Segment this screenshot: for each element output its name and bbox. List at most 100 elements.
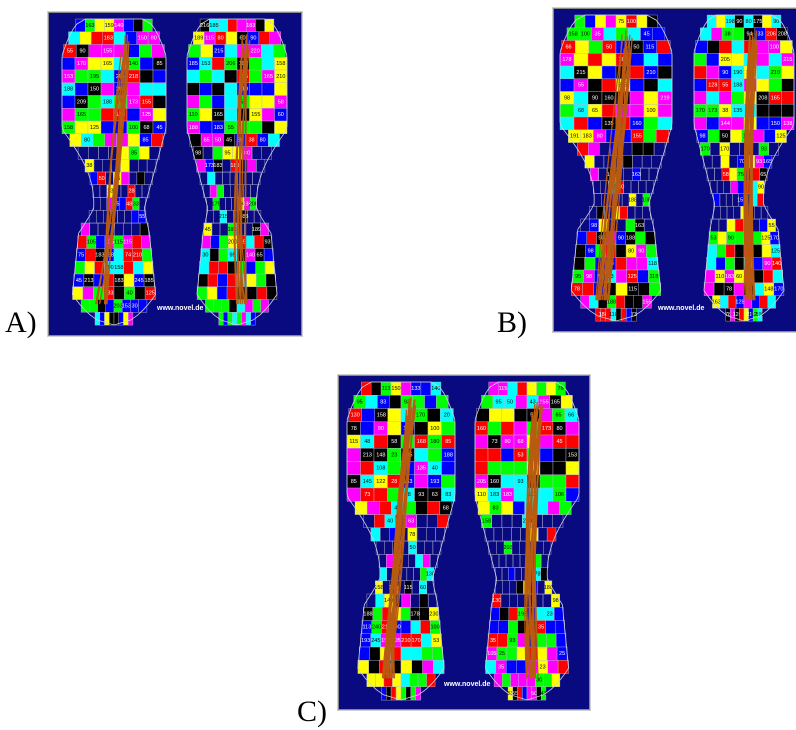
sensor-cell xyxy=(411,580,420,595)
sensor-cell xyxy=(706,14,717,29)
sensor-cell xyxy=(517,381,528,396)
sensor-cell xyxy=(730,129,742,143)
sensor-cell xyxy=(716,14,726,29)
sensor-value: 78 xyxy=(351,426,357,432)
sensor-cell xyxy=(87,108,102,122)
sensor-value: 218 xyxy=(129,74,138,80)
sensor-value: 125 xyxy=(90,125,99,131)
sensor-cell xyxy=(594,155,605,169)
sensor-value: 108 xyxy=(376,466,385,472)
sensor-value: 153 xyxy=(201,61,210,67)
sensor-cell xyxy=(723,180,731,194)
sensor-cell xyxy=(538,527,548,542)
sensor-cell xyxy=(424,540,434,555)
sensor-cell xyxy=(89,222,99,237)
sensor-value: 115 xyxy=(114,240,123,246)
sensor-value: 33 xyxy=(133,201,139,207)
sensor-cell xyxy=(92,184,101,198)
trajectory-line xyxy=(525,418,540,679)
sensor-value: 188 xyxy=(103,99,112,105)
sensor-value: 48 xyxy=(126,201,132,207)
sensor-cell xyxy=(485,660,497,674)
sensor-cell xyxy=(266,286,278,300)
sensor-cell xyxy=(542,514,554,529)
sensor-cell xyxy=(626,257,638,271)
sensor-cell xyxy=(237,171,246,186)
sensor-cell xyxy=(260,222,269,237)
sensor-value: 206 xyxy=(226,61,235,67)
sensor-value: 28 xyxy=(405,492,411,498)
sensor-value: 25 xyxy=(499,651,505,657)
sensor-cell xyxy=(542,593,552,608)
trajectory-line xyxy=(742,32,754,301)
sensor-cell xyxy=(134,286,146,300)
sensor-cell xyxy=(258,31,270,45)
sensor-cell xyxy=(573,91,589,105)
sensor-cell xyxy=(640,167,650,182)
sensor-cell xyxy=(432,646,443,661)
sensor-value: 63 xyxy=(432,492,438,498)
sensor-cell xyxy=(615,308,622,322)
sensor-cell xyxy=(513,421,528,436)
sensor-cell xyxy=(638,282,650,296)
sensor-value: 155 xyxy=(540,399,549,405)
sensor-cell xyxy=(75,18,86,33)
sensor-value: 170 xyxy=(770,236,779,242)
sensor-cell xyxy=(629,78,645,92)
sensor-cell xyxy=(501,580,510,595)
sensor-cell xyxy=(512,554,521,568)
sensor-value: 98 xyxy=(195,150,201,156)
sensor-cell xyxy=(186,82,200,96)
sensor-cell xyxy=(641,155,652,169)
sensor-value: 163 xyxy=(85,23,94,29)
sensor-cell xyxy=(400,620,412,635)
sensor-value: 106 xyxy=(555,492,564,498)
sensor-cell xyxy=(219,235,229,249)
sensor-value: 90 xyxy=(736,19,742,25)
sensor-value: 90 xyxy=(638,248,644,254)
sensor-cell xyxy=(114,222,124,237)
sensor-value: 30 xyxy=(536,678,542,684)
sensor-value: 150 xyxy=(90,87,99,93)
sensor-cell xyxy=(152,82,167,96)
sensor-cell xyxy=(511,540,520,555)
sensor-cell xyxy=(631,142,644,156)
sensor-cell xyxy=(781,65,795,80)
sensor-value: 135 xyxy=(417,466,426,472)
sensor-cell xyxy=(499,607,510,621)
sensor-value: 135 xyxy=(604,121,613,127)
sensor-cell xyxy=(74,261,86,275)
trajectory-line xyxy=(105,53,125,305)
sensor-cell xyxy=(752,129,765,143)
sensor-cell xyxy=(645,231,656,245)
sensor-cell xyxy=(400,686,407,701)
sensor-cell xyxy=(725,193,733,207)
sensor-value: 75 xyxy=(78,252,84,258)
sensor-cell xyxy=(615,257,627,271)
sensor-value: 83 xyxy=(445,492,451,498)
sensor-cell xyxy=(539,448,554,462)
sensor-value: 185 xyxy=(209,23,218,29)
sensor-value: 65 xyxy=(257,252,263,258)
sensor-cell xyxy=(199,108,213,122)
sensor-value: 105 xyxy=(487,651,496,657)
trajectory-line xyxy=(595,40,623,301)
sensor-value: 193 xyxy=(361,638,370,644)
sensor-cell xyxy=(587,116,603,131)
sensor-value: 98 xyxy=(591,223,597,229)
sensor-cell xyxy=(693,65,707,80)
sensor-cell xyxy=(249,120,263,135)
sensor-cell xyxy=(410,686,417,701)
sensor-value: 140 xyxy=(431,386,440,392)
sensor-value: 125 xyxy=(628,274,637,280)
sensor-value: 80 xyxy=(84,138,90,144)
sensor-cell xyxy=(202,146,214,160)
sensor-value: 38 xyxy=(86,163,92,169)
sensor-cell xyxy=(186,95,200,109)
sensor-cell xyxy=(552,448,567,462)
sensor-cell xyxy=(498,620,509,635)
sensor-value: 80 xyxy=(628,248,634,254)
sensor-cell xyxy=(718,91,732,105)
